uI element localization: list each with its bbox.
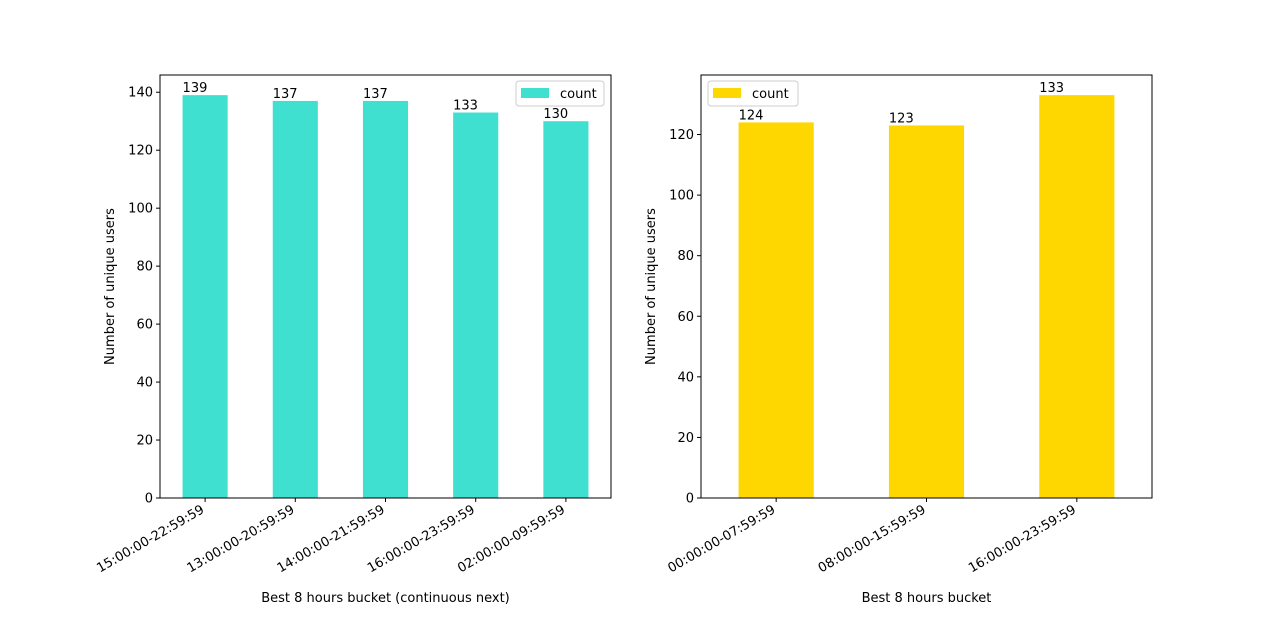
bar [738,122,814,498]
bar [272,100,318,498]
y-tick-label: 40 [677,370,694,385]
bar-value-label: 133 [453,99,478,114]
legend-box [515,80,605,107]
legend-label: count [752,87,789,102]
legend-swatch [713,88,741,98]
bar-value-label: 130 [543,107,568,122]
y-tick-label: 100 [669,189,694,204]
y-tick-label: 60 [677,310,694,325]
x-axis-label: Best 8 hours bucket [862,591,992,606]
y-tick-label: 120 [669,128,694,143]
bar-value-label: 137 [363,87,388,102]
bar [182,95,228,499]
y-tick-label: 120 [128,144,153,159]
bar [362,100,409,498]
y-tick-label: 80 [136,260,153,275]
legend-swatch [521,88,549,98]
bar-value-label: 124 [739,108,764,123]
bar [1039,95,1115,499]
y-tick-label: 80 [677,249,694,264]
legend-box [707,80,799,107]
y-tick-label: 0 [145,492,153,507]
bar [453,112,499,498]
bar-value-label: 123 [889,111,914,126]
legend: count [707,80,799,107]
legend-label: count [560,87,597,102]
bar [888,125,965,499]
y-tick-label: 140 [128,86,153,101]
bar-value-label: 133 [1039,81,1064,96]
y-tick-label: 20 [677,431,694,446]
y-tick-label: 60 [136,318,153,333]
bar [543,121,589,498]
y-axis-label: Number of unique users [644,208,659,365]
y-tick-label: 0 [686,492,694,507]
x-axis-label: Best 8 hours bucket (continuous next) [261,591,510,606]
chart-left: 139 137 13713313002040608010012014015:00:0… [94,74,612,606]
y-tick-label: 40 [136,376,153,391]
bar-value-label: 137 [273,87,298,102]
legend: count [515,80,605,107]
bar-value-label: 139 [183,81,208,96]
y-axis-label: Number of unique users [103,208,118,365]
y-tick-label: 20 [136,434,153,449]
y-tick-label: 100 [128,202,153,217]
